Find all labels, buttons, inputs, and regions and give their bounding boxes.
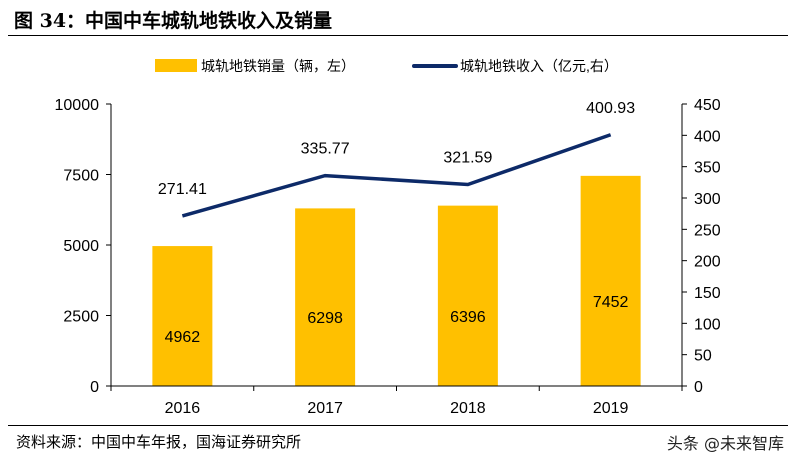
line-label: 400.93 [586,100,635,117]
right-tick-label: 300 [694,191,721,208]
right-tick-label: 0 [694,379,703,396]
source-divider [8,425,788,426]
right-tick-label: 200 [694,254,721,271]
x-tick-label: 2016 [165,400,201,417]
x-tick-label: 2019 [593,400,629,417]
revenue-line [181,133,612,218]
watermark: 头条 @未来智库 [666,434,784,453]
right-tick-label: 450 [694,97,721,114]
bar-label: 7452 [593,294,629,311]
left-tick-label: 2500 [63,309,99,326]
bar-label: 6298 [307,310,343,327]
source-note: 资料来源：中国中车年报，国海证券研究所 [16,433,302,451]
legend-bar-swatch [155,59,197,72]
left-tick-label: 10000 [55,97,100,114]
right-tick-label: 250 [694,222,721,239]
x-tick-label: 2018 [450,400,486,417]
bar-label: 4962 [165,329,201,346]
right-tick-label: 50 [694,348,712,365]
left-tick-label: 7500 [63,168,99,185]
right-tick-label: 150 [694,285,721,302]
left-tick-label: 5000 [63,238,99,255]
right-tick-label: 400 [694,128,721,145]
bar-2019 [580,175,641,386]
x-tick-label: 2017 [307,400,343,417]
bar-2017 [295,208,356,386]
line-label: 321.59 [443,149,492,166]
left-tick-label: 0 [90,379,99,396]
line-label: 335.77 [301,141,350,158]
legend-line-label: 城轨地铁收入（亿元,右） [460,58,618,74]
bar-2016 [152,246,213,386]
right-tick-label: 350 [694,160,721,177]
chart-title: 图 34：中国中车城轨地铁收入及销量 [14,10,333,32]
bar-label: 6396 [450,309,486,326]
line-label: 271.41 [158,181,207,198]
title-divider [8,35,788,36]
bar-2018 [437,205,498,386]
right-tick-label: 100 [694,316,721,333]
legend-bar-label: 城轨地铁销量（辆，左） [201,58,355,74]
